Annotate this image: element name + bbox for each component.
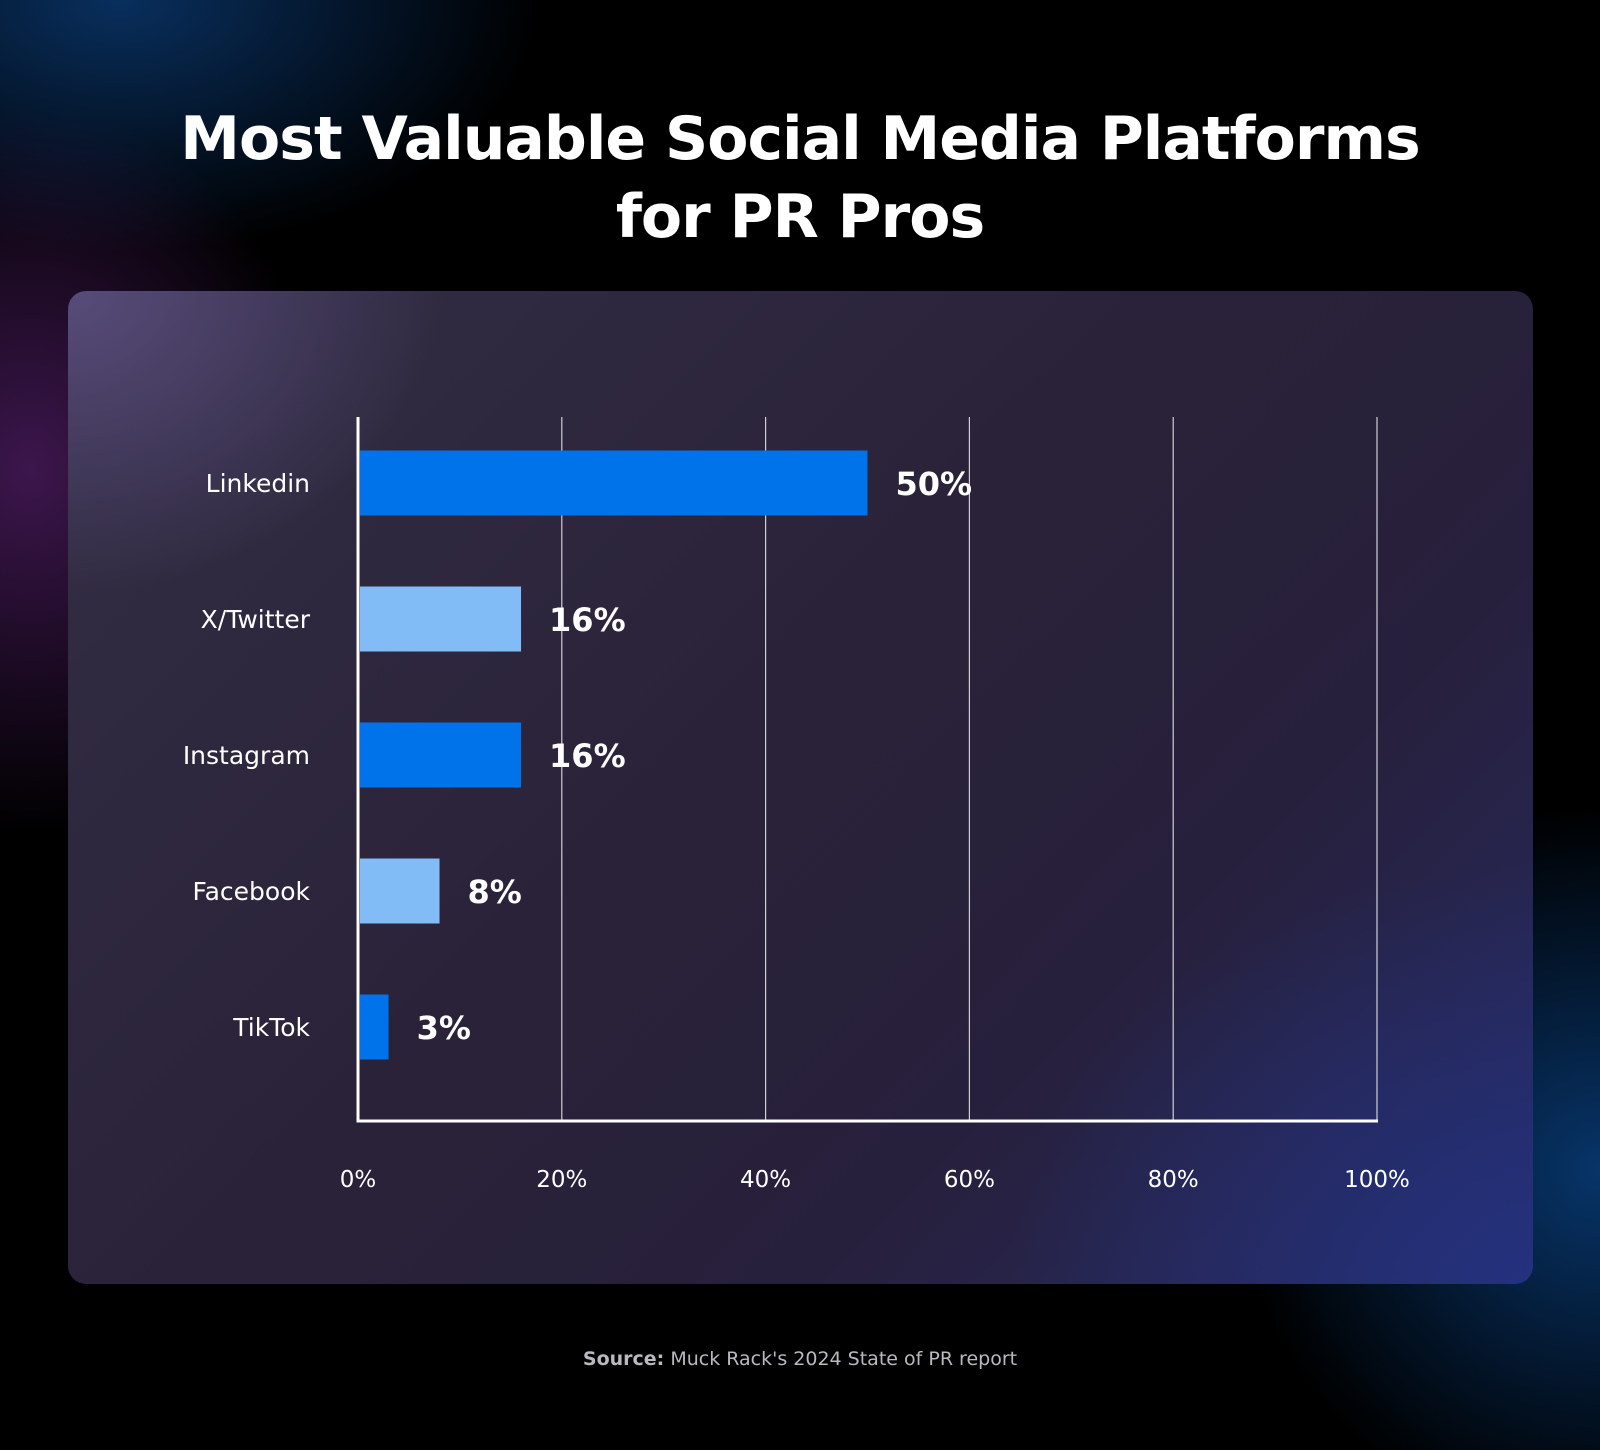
- source-text: Muck Rack's 2024 State of PR report: [664, 1348, 1018, 1370]
- bar-x-twitter: [360, 586, 522, 652]
- bars: [360, 450, 868, 1060]
- chart-title-line-2: for PR Pros: [615, 182, 985, 252]
- chart-panel: 0% 20% 40% 60% 80% 100% Linkedin 50% X/Twitter 16…: [68, 291, 1533, 1284]
- source-note: Source: Muck Rack's 2024 State of PR rep…: [0, 1346, 1600, 1372]
- bar-facebook: [360, 858, 440, 924]
- x-tick-label: 60%: [944, 1167, 995, 1193]
- data-label: 3%: [417, 1009, 471, 1047]
- chart-title-line-1: Most Valuable Social Media Platforms: [180, 104, 1420, 174]
- axes: [356, 417, 1378, 1123]
- data-label: 50%: [896, 465, 973, 503]
- bar-tiktok: [360, 994, 389, 1060]
- x-tick-label: 80%: [1148, 1167, 1199, 1193]
- data-label: 16%: [549, 737, 626, 775]
- chart-title: Most Valuable Social Media Platforms for…: [0, 100, 1600, 256]
- bar-chart: 0% 20% 40% 60% 80% 100% Linkedin 50% X/Twitter 16…: [183, 417, 1410, 1193]
- data-label: 8%: [468, 873, 522, 911]
- x-tick-label: 100%: [1344, 1167, 1410, 1193]
- bar-instagram: [360, 722, 522, 788]
- data-label: 16%: [549, 601, 626, 639]
- x-tick-label: 0%: [340, 1167, 377, 1193]
- category-label: Facebook: [193, 877, 311, 906]
- bar-linkedin: [360, 450, 868, 516]
- category-label: TikTok: [232, 1013, 310, 1042]
- source-prefix: Source:: [582, 1348, 665, 1370]
- category-label: X/Twitter: [201, 605, 311, 634]
- category-label: Linkedin: [206, 469, 310, 498]
- gridlines: [561, 417, 1378, 1121]
- category-label: Instagram: [183, 741, 310, 770]
- x-tick-label: 20%: [536, 1167, 587, 1193]
- labels: 0% 20% 40% 60% 80% 100% Linkedin 50% X/Twitter 16…: [183, 465, 1410, 1193]
- x-tick-label: 40%: [740, 1167, 791, 1193]
